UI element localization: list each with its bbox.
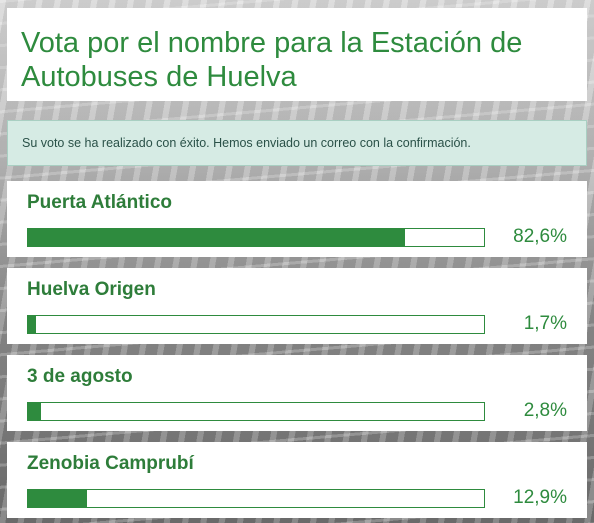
result-bar <box>27 488 485 508</box>
success-alert: Su voto se ha realizado con éxito. Hemos… <box>7 120 587 166</box>
option-label: Zenobia Camprubí <box>27 453 194 474</box>
title-card: Vota por el nombre para la Estación de A… <box>7 8 587 101</box>
poll-option: Huelva Origen 1,7% <box>7 268 587 344</box>
confirmation-message: Su voto se ha realizado con éxito. Hemos… <box>22 136 471 150</box>
result-bar-fill <box>28 489 87 507</box>
result-percent: 2,8% <box>523 400 567 421</box>
result-percent: 82,6% <box>513 226 567 247</box>
result-bar <box>27 401 485 421</box>
option-label: Puerta Atlántico <box>27 192 172 213</box>
result-bar-fill <box>28 228 405 246</box>
result-percent: 12,9% <box>513 487 567 508</box>
result-percent: 1,7% <box>523 313 567 334</box>
result-bar <box>27 227 485 247</box>
poll-option: Puerta Atlántico 82,6% <box>7 181 587 257</box>
poll-option: 3 de agosto 2,8% <box>7 355 587 431</box>
result-bar <box>27 314 485 334</box>
poll-option: Zenobia Camprubí 12,9% <box>7 442 587 518</box>
page-title: Vota por el nombre para la Estación de A… <box>21 27 523 93</box>
result-bar-fill <box>28 315 36 333</box>
option-label: Huelva Origen <box>27 279 156 300</box>
option-label: 3 de agosto <box>27 366 133 387</box>
result-bar-fill <box>28 402 41 420</box>
